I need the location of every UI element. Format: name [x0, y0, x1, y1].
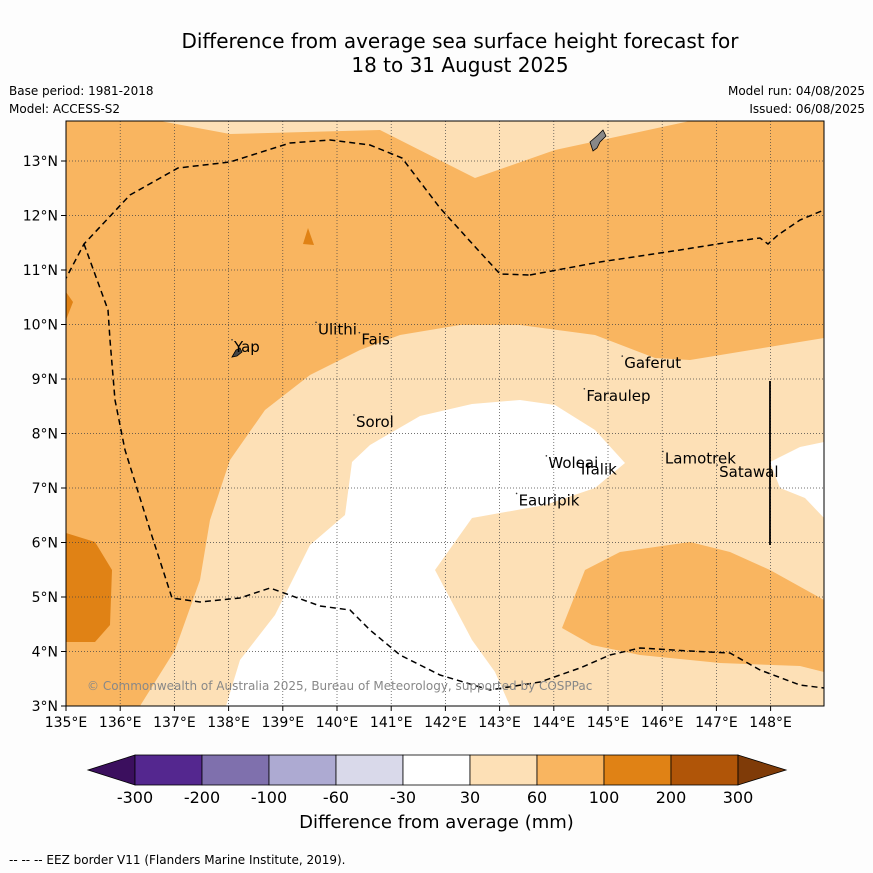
model-run: Model run: 04/08/2025	[727, 84, 865, 98]
tick-label-lat: 7°N	[32, 481, 58, 497]
colorbar-tick-label: 30	[459, 788, 481, 807]
tick-label-lon: 146°E	[641, 715, 684, 731]
colorbar-tick-label: -60	[322, 788, 350, 807]
guam-island	[589, 129, 607, 152]
place-label: Woleai	[548, 454, 598, 472]
contour-60-100-main	[66, 121, 824, 706]
colorbar-segment	[201, 754, 270, 786]
latitude-ticks: 3°N 4°N 5°N 6°N 7°N 8°N 9°N 10°N 11°N 12°N 13°N	[23, 154, 66, 715]
place-label: Lamotrek	[665, 449, 736, 467]
atoll-marker	[231, 338, 233, 341]
colorbar-title: Difference from average (mm)	[299, 812, 574, 833]
colorbar-tick-label: 60	[526, 788, 548, 807]
atoll-marker	[315, 321, 317, 324]
model-name: Model: ACCESS-S2	[9, 102, 121, 116]
map-title-line1: Difference from average sea surface heig…	[181, 29, 739, 53]
atoll-marker	[358, 331, 361, 334]
tick-label-lon: 140°E	[316, 715, 359, 731]
yap-island	[231, 347, 243, 358]
contour-100-200-north	[303, 228, 314, 245]
colorbar-tick-label: 300	[722, 788, 754, 807]
atoll-marker	[545, 455, 548, 457]
eez-border-west	[66, 139, 531, 280]
colorbar-segment	[469, 754, 538, 786]
colorbar-segment	[268, 754, 337, 786]
tick-label-lon: 139°E	[262, 715, 305, 731]
colorbar	[86, 754, 788, 786]
tick-label-lon: 141°E	[370, 715, 413, 731]
tick-label-lon: 145°E	[587, 715, 630, 731]
colorbar-tick-label: -200	[183, 788, 221, 807]
issued-date: Issued: 06/08/2025	[749, 102, 865, 116]
tick-label-lat: 11°N	[23, 263, 58, 279]
contour-white-centre	[226, 400, 625, 706]
colorbar-segment	[134, 754, 203, 786]
place-label: Sorol	[356, 413, 394, 431]
meta-left: Base period: 1981-2018 Model: ACCESS-S2	[9, 82, 154, 118]
tick-label-lat: 12°N	[23, 209, 58, 225]
tick-label-lat: 4°N	[32, 645, 58, 661]
place-label: Eauripik	[519, 491, 580, 509]
tick-label-lat: 9°N	[32, 372, 58, 388]
place-label: Faraulep	[586, 387, 650, 405]
place-label: Ifalik	[581, 460, 617, 478]
tick-label-lat: 10°N	[23, 318, 58, 334]
copyright-notice: © Commonwealth of Australia 2025, Bureau…	[87, 679, 592, 693]
eez-border-yap	[83, 243, 824, 691]
graticule	[66, 121, 824, 706]
place-label: Fais	[361, 331, 390, 349]
colorbar-segment	[670, 754, 739, 786]
tick-label-lat: 13°N	[23, 154, 58, 170]
tick-label-lat: 3°N	[32, 699, 58, 715]
colorbar-extend-low	[86, 754, 136, 786]
eez-footnote: -- -- -- EEZ border V11 (Flanders Marine…	[9, 853, 346, 867]
tick-label-lon: 138°E	[207, 715, 250, 731]
colorbar-tick-label: -30	[389, 788, 417, 807]
atoll-marker	[662, 450, 664, 453]
tick-label-lat: 8°N	[32, 427, 58, 443]
place-label: Satawal	[719, 463, 778, 481]
contour-60-100-south	[562, 542, 824, 672]
colorbar-extend-high	[737, 754, 788, 786]
tick-label-lon: 137°E	[153, 715, 196, 731]
atoll-marker	[716, 464, 718, 466]
colorbar-segment	[335, 754, 404, 786]
colorbar-tick-label: -300	[116, 788, 154, 807]
place-label: Ulithi	[318, 320, 357, 338]
colorbar-tick-label: 100	[588, 788, 620, 807]
tick-label-lon: 144°E	[533, 715, 576, 731]
tick-label-lon: 147°E	[695, 715, 738, 731]
atoll-marker	[578, 461, 580, 464]
colorbar-segment	[402, 754, 471, 786]
map-title-line2: 18 to 31 August 2025	[351, 53, 569, 77]
colorbar-segment	[536, 754, 605, 786]
base-period: Base period: 1981-2018	[9, 84, 154, 98]
atoll-marker	[621, 355, 624, 357]
longitude-ticks: 135°E 136°E 137°E 138°E 139°E 140°E 141°E 142°E…	[45, 706, 792, 731]
contour-100-200-west	[66, 533, 112, 642]
tick-label-lon: 135°E	[45, 715, 88, 731]
place-label: Gaferut	[624, 354, 681, 372]
place-label: Yap	[233, 338, 260, 356]
tick-label-lon: 136°E	[99, 715, 142, 731]
contour-100-200-edge	[66, 292, 73, 320]
tick-label-lat: 5°N	[32, 590, 58, 606]
colorbar-segment	[603, 754, 672, 786]
contour-white-east	[770, 442, 824, 518]
meta-right: Model run: 04/08/2025 Issued: 06/08/2025	[728, 82, 865, 118]
tick-label-lon: 148°E	[749, 715, 792, 731]
tick-label-lon: 142°E	[424, 715, 467, 731]
colorbar-tick-label: 200	[655, 788, 687, 807]
eez-border-east	[529, 209, 824, 276]
atoll-marker	[353, 414, 355, 416]
tick-label-lat: 6°N	[32, 536, 58, 552]
atoll-marker	[583, 388, 586, 390]
colorbar-tick-label: -100	[250, 788, 288, 807]
atoll-marker	[515, 492, 518, 495]
tick-label-lon: 143°E	[478, 715, 521, 731]
